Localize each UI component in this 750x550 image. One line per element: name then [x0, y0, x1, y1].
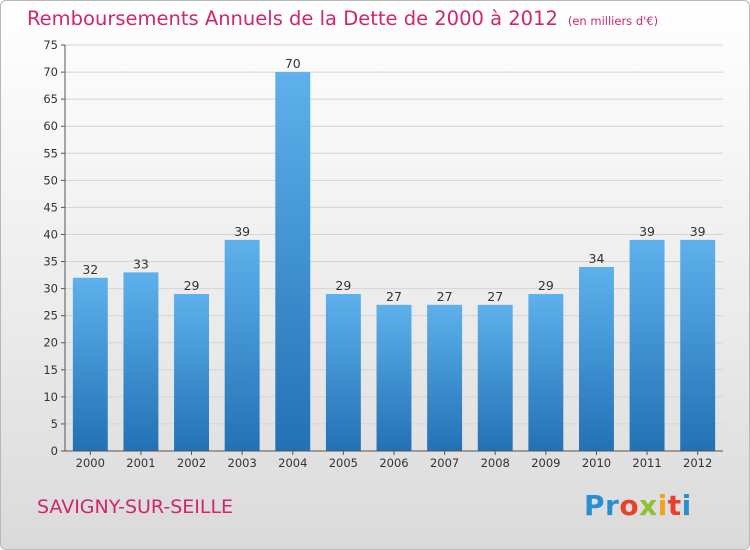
y-tick-label: 10 [43, 390, 58, 404]
bar-value-label: 27 [437, 289, 453, 304]
y-tick-label: 45 [43, 200, 58, 214]
bar-value-label: 39 [234, 224, 250, 239]
y-tick-label: 0 [51, 444, 58, 458]
bar-2010 [578, 266, 614, 451]
proxiti-logo: Proxiti [584, 489, 692, 522]
x-tick-label: 2005 [329, 456, 358, 470]
bar-value-label: 39 [639, 224, 655, 239]
bar-value-label: 29 [335, 278, 351, 293]
axes: 0 5 10 15 20 25 30 35 40 45 50 55 60 65 70 75 2000 2001 20… [43, 38, 723, 470]
bar-2004 [275, 72, 311, 452]
x-tick-label: 2012 [683, 456, 712, 470]
bar-value-label: 70 [285, 56, 301, 71]
bar-value-label: 33 [133, 256, 149, 271]
logo-letter: i [657, 489, 668, 522]
x-tick-label: 2010 [582, 456, 611, 470]
x-tick-label: 2007 [430, 456, 459, 470]
bar-value-label: 29 [184, 278, 200, 293]
bar-value-label: 27 [487, 289, 503, 304]
y-tick-label: 25 [43, 309, 58, 323]
y-tick-label: 15 [43, 363, 58, 377]
bar-2009 [528, 294, 564, 451]
bars [72, 72, 716, 452]
bar-2011 [629, 239, 665, 451]
bar-value-label: 39 [690, 224, 706, 239]
logo-letter: r [605, 489, 620, 522]
y-tick-label: 65 [43, 92, 58, 106]
title-row: Remboursements Annuels de la Dette de 20… [27, 7, 658, 30]
bar-2012 [680, 239, 716, 451]
x-tick-label: 2002 [177, 456, 206, 470]
bar-2005 [325, 294, 361, 451]
logo-letter: t [667, 489, 682, 522]
chart-title: Remboursements Annuels de la Dette de 20… [27, 7, 558, 30]
bar-2000 [72, 277, 108, 451]
value-labels: 32 33 29 39 70 29 27 27 27 29 34 39 39 [82, 56, 705, 304]
x-tick-label: 2008 [481, 456, 510, 470]
bar-2001 [123, 272, 159, 451]
x-tick-label: 2009 [531, 456, 560, 470]
logo-letter: o [619, 489, 640, 522]
bar-2007 [427, 304, 463, 451]
y-tick-label: 50 [43, 173, 58, 187]
bar-2006 [376, 304, 412, 451]
y-tick-label: 35 [43, 255, 58, 269]
bar-2003 [224, 239, 260, 451]
logo-letter: x [639, 489, 658, 522]
y-tick-label: 20 [43, 336, 58, 350]
y-tick-label: 75 [43, 38, 58, 52]
y-tick-label: 60 [43, 119, 58, 133]
x-tick-label: 2011 [632, 456, 661, 470]
logo-letter: i [681, 489, 692, 522]
y-tick-label: 55 [43, 146, 58, 160]
x-tick-label: 2004 [278, 456, 307, 470]
y-tick-label: 70 [43, 65, 58, 79]
bar-value-label: 34 [589, 251, 605, 266]
logo-letter: P [584, 489, 606, 522]
x-tick-label: 2001 [126, 456, 155, 470]
y-tick-label: 5 [51, 417, 58, 431]
x-tick-label: 2003 [228, 456, 257, 470]
x-tick-label: 2006 [379, 456, 408, 470]
bar-value-label: 29 [538, 278, 554, 293]
bar-2002 [174, 294, 210, 451]
x-tick-label: 2000 [76, 456, 105, 470]
y-tick-label: 30 [43, 282, 58, 296]
bar-value-label: 32 [82, 262, 98, 277]
bar-2008 [477, 304, 513, 451]
chart-unit-label: (en milliers d'€) [567, 14, 659, 28]
y-tick-label: 40 [43, 227, 58, 241]
commune-name: SAVIGNY-SUR-SEILLE [37, 496, 234, 518]
bar-value-label: 27 [386, 289, 402, 304]
